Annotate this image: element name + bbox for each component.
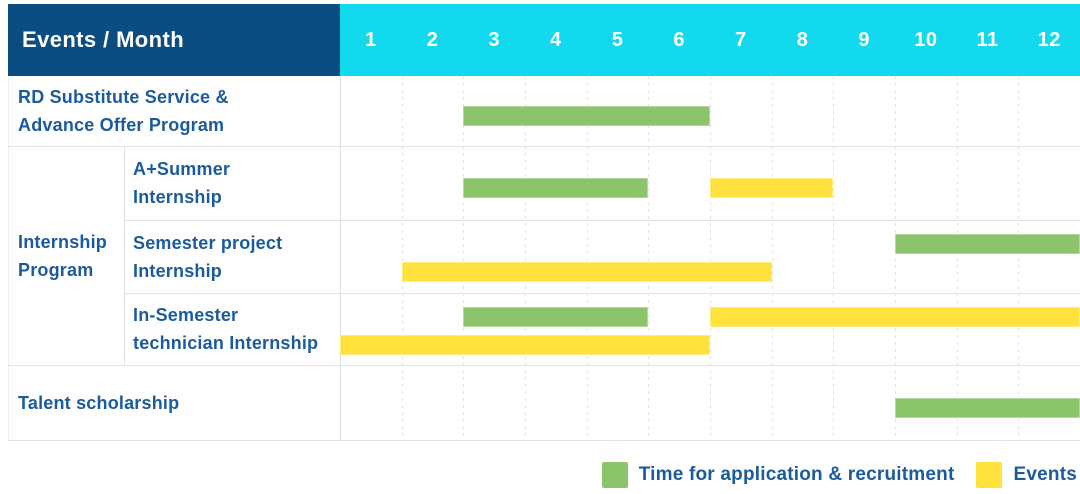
row-label-rd-substitute-service: RD Substitute Service & Advance Offer Pro… bbox=[8, 76, 340, 146]
label-line: Internship bbox=[18, 231, 108, 252]
gantt-bar-yellow bbox=[401, 262, 772, 282]
sublabel-divider bbox=[124, 146, 125, 365]
label-line: Program bbox=[18, 259, 94, 280]
month-gridline-6 bbox=[710, 76, 711, 440]
month-gridline-4 bbox=[586, 76, 588, 440]
label-line: technician Internship bbox=[133, 333, 319, 353]
gantt-bar-green bbox=[463, 106, 710, 126]
month-header-10: 10 bbox=[914, 28, 938, 51]
month-gridline-2 bbox=[463, 76, 465, 440]
legend-green-swatch-icon bbox=[601, 462, 628, 488]
gantt-bar-yellow bbox=[710, 178, 834, 198]
table-bottom-border bbox=[8, 440, 1080, 441]
row-label-a-plus-summer-internship: A+Summer Internship bbox=[124, 146, 340, 220]
label-line: In-Semester bbox=[133, 305, 239, 325]
month-gridline-7 bbox=[771, 76, 773, 440]
label-line: Advance Offer Program bbox=[18, 115, 225, 135]
month-gridline-5 bbox=[648, 76, 650, 440]
row-label-talent-scholarship: Talent scholarship bbox=[8, 365, 340, 440]
month-gridline-3 bbox=[525, 76, 526, 440]
row-group-label-internship-program: Internship Program bbox=[8, 146, 124, 365]
label-line: Internship bbox=[133, 260, 223, 281]
chart-legend: Time for application & recruitment Event… bbox=[601, 461, 1077, 489]
month-gridline-10 bbox=[956, 76, 958, 440]
label-line: RD Substitute Service & bbox=[18, 87, 229, 107]
month-header-5: 5 bbox=[611, 28, 624, 51]
gantt-bar-yellow bbox=[340, 335, 710, 355]
gantt-bar-yellow bbox=[710, 307, 1080, 327]
month-header-12: 12 bbox=[1037, 28, 1061, 51]
row-border-3 bbox=[124, 293, 1080, 294]
label-line: Talent scholarship bbox=[18, 392, 180, 413]
legend-yellow-swatch-icon bbox=[976, 462, 1003, 488]
table-left-border bbox=[8, 76, 9, 440]
month-header-11: 11 bbox=[976, 28, 999, 51]
legend-label-events: Events bbox=[1013, 464, 1077, 485]
gantt-bar-green bbox=[895, 398, 1080, 418]
legend-label-application-recruitment: Time for application & recruitment bbox=[638, 464, 955, 485]
month-header-7: 7 bbox=[735, 28, 747, 51]
month-header-8: 8 bbox=[796, 28, 809, 51]
gantt-bar-green bbox=[463, 307, 649, 327]
label-grid-divider bbox=[340, 76, 341, 440]
month-gridline-11 bbox=[1018, 76, 1020, 440]
row-border-4 bbox=[8, 365, 1080, 366]
month-gridline-8 bbox=[833, 76, 835, 440]
label-line: Internship bbox=[133, 187, 223, 207]
month-header-6: 6 bbox=[673, 28, 685, 51]
gantt-bar-green bbox=[895, 234, 1080, 254]
month-header-1: 1 bbox=[365, 28, 377, 51]
row-border-2 bbox=[124, 220, 1080, 221]
gantt-bar-green bbox=[463, 178, 649, 198]
month-gridline-9 bbox=[895, 76, 896, 440]
header-title: Events / Month bbox=[22, 27, 185, 52]
month-gridline-1 bbox=[401, 76, 403, 440]
row-label-in-semester-technician-internship: In-Semester technician Internship bbox=[124, 293, 340, 365]
row-border-1 bbox=[8, 146, 1080, 147]
row-label-semester-project-internship: Semester project Internship bbox=[124, 220, 340, 293]
header-events-month-cell: Events / Month bbox=[8, 4, 340, 76]
month-header-row: 1 2 3 4 5 6 7 8 9 10 11 12 bbox=[340, 4, 1080, 76]
label-line: A+Summer bbox=[133, 159, 231, 179]
month-header-4: 4 bbox=[550, 28, 562, 51]
label-line: Semester project bbox=[133, 232, 283, 253]
month-header-3: 3 bbox=[488, 28, 500, 51]
month-header-2: 2 bbox=[426, 28, 439, 51]
month-header-9: 9 bbox=[858, 28, 871, 51]
